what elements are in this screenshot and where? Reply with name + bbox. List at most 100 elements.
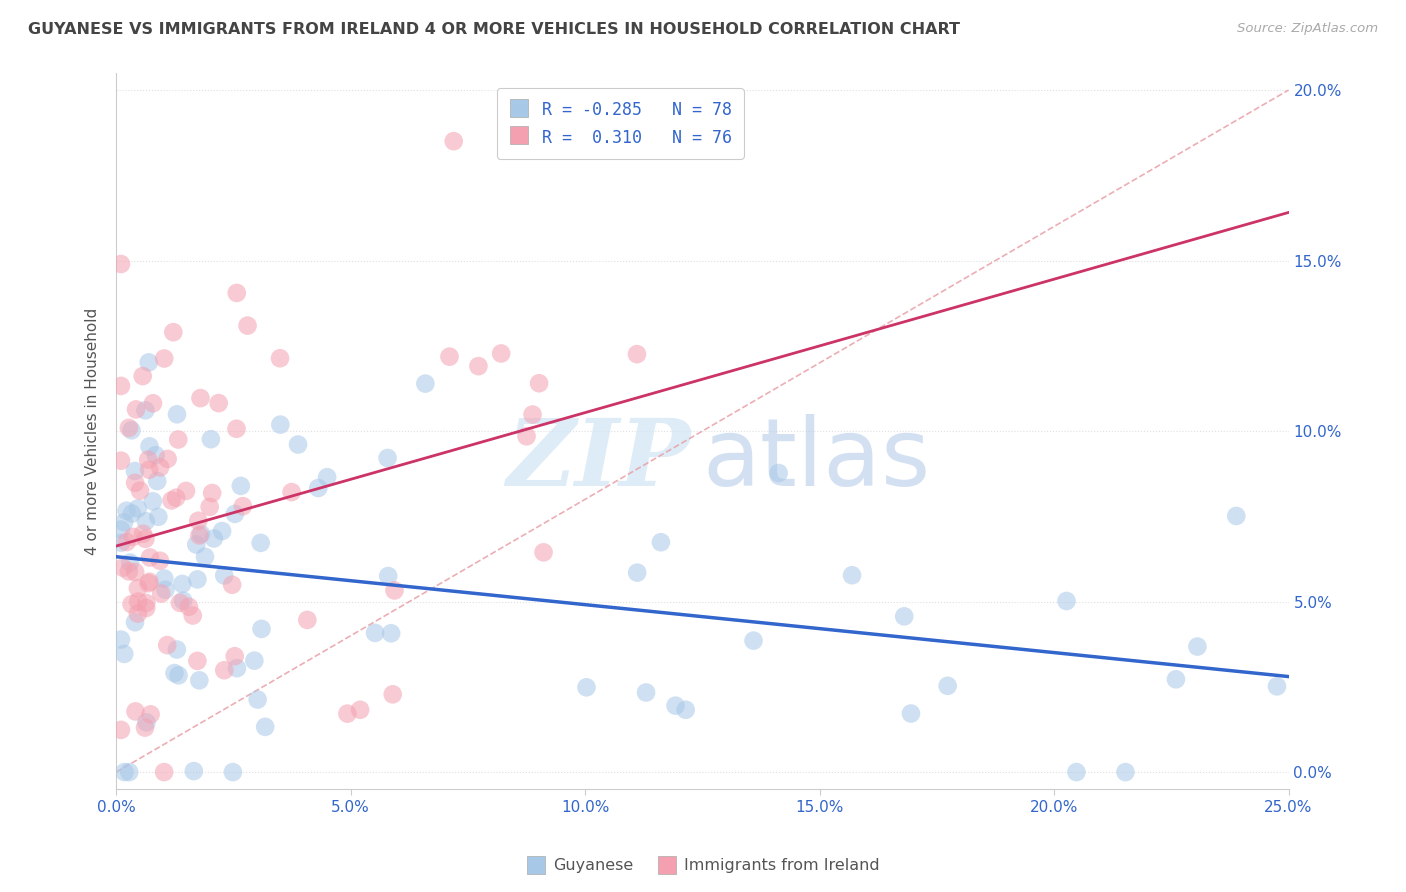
Point — [134, 403, 156, 417]
Point — [249, 536, 271, 550]
Point — [243, 654, 266, 668]
Point — [377, 450, 399, 465]
Point — [139, 550, 162, 565]
Point — [742, 633, 765, 648]
Point — [190, 391, 212, 405]
Point — [188, 528, 211, 542]
Point — [626, 347, 648, 361]
Point — [172, 593, 194, 607]
Point — [650, 535, 672, 549]
Point — [297, 613, 319, 627]
Point — [162, 325, 184, 339]
Point — [183, 764, 205, 778]
Point — [768, 466, 790, 480]
Point — [214, 663, 236, 677]
Text: atlas: atlas — [703, 414, 931, 506]
Point — [121, 507, 143, 521]
Point — [122, 530, 145, 544]
Point — [135, 715, 157, 730]
Point — [118, 565, 141, 579]
Point — [222, 765, 245, 780]
Point — [380, 626, 402, 640]
Point — [443, 134, 465, 148]
Point — [115, 504, 138, 518]
Point — [129, 483, 152, 498]
Point — [316, 470, 339, 484]
Point — [132, 526, 155, 541]
Point — [167, 668, 190, 682]
Point — [186, 654, 208, 668]
Point — [156, 638, 179, 652]
Point — [221, 578, 243, 592]
Point — [675, 703, 697, 717]
Point — [439, 350, 461, 364]
Point — [110, 257, 132, 271]
Point — [194, 549, 217, 564]
Point — [415, 376, 437, 391]
Y-axis label: 4 or more Vehicles in Household: 4 or more Vehicles in Household — [86, 308, 100, 555]
Point — [190, 527, 212, 541]
Point — [254, 720, 277, 734]
Point — [250, 622, 273, 636]
Point — [153, 572, 176, 586]
Point — [169, 596, 191, 610]
Point — [200, 432, 222, 446]
Text: Source: ZipAtlas.com: Source: ZipAtlas.com — [1237, 22, 1378, 36]
Point — [201, 486, 224, 500]
Point — [269, 417, 291, 432]
Point — [198, 500, 221, 514]
Point — [110, 523, 132, 537]
Point — [208, 396, 231, 410]
Point — [110, 535, 132, 549]
Point — [124, 565, 146, 579]
Point — [112, 647, 135, 661]
Point — [139, 707, 162, 722]
Point — [118, 765, 141, 780]
Point — [134, 721, 156, 735]
Point — [125, 402, 148, 417]
Point — [124, 464, 146, 478]
Point — [174, 483, 197, 498]
Point — [120, 556, 142, 570]
Text: ZIP: ZIP — [506, 415, 690, 505]
Point — [138, 574, 160, 589]
Point — [124, 705, 146, 719]
Point — [110, 723, 132, 737]
Point — [166, 642, 188, 657]
Point — [153, 765, 176, 780]
Point — [212, 568, 235, 582]
Point — [336, 706, 359, 721]
Point — [138, 576, 160, 591]
Point — [1187, 640, 1209, 654]
Point — [127, 582, 149, 596]
Point — [138, 355, 160, 369]
Point — [149, 460, 172, 475]
Point — [156, 451, 179, 466]
Point — [211, 524, 233, 538]
Point — [224, 649, 246, 664]
Point — [121, 423, 143, 437]
Point — [124, 475, 146, 490]
Legend: Guyanese, Immigrants from Ireland: Guyanese, Immigrants from Ireland — [520, 852, 886, 880]
Point — [177, 599, 200, 614]
Point — [1114, 765, 1136, 780]
Point — [280, 485, 302, 500]
Point — [229, 479, 252, 493]
Point — [1225, 508, 1247, 523]
Point — [575, 681, 598, 695]
Point — [467, 359, 489, 373]
Point — [381, 687, 404, 701]
Point — [127, 594, 149, 608]
Point — [287, 437, 309, 451]
Point — [155, 582, 177, 597]
Point — [527, 376, 550, 391]
Text: GUYANESE VS IMMIGRANTS FROM IRELAND 4 OR MORE VEHICLES IN HOUSEHOLD CORRELATION : GUYANESE VS IMMIGRANTS FROM IRELAND 4 OR… — [28, 22, 960, 37]
Point — [384, 583, 406, 598]
Point — [236, 318, 259, 333]
Point — [149, 554, 172, 568]
Point — [1164, 673, 1187, 687]
Point — [664, 698, 686, 713]
Point — [626, 566, 648, 580]
Point — [349, 703, 371, 717]
Point — [160, 493, 183, 508]
